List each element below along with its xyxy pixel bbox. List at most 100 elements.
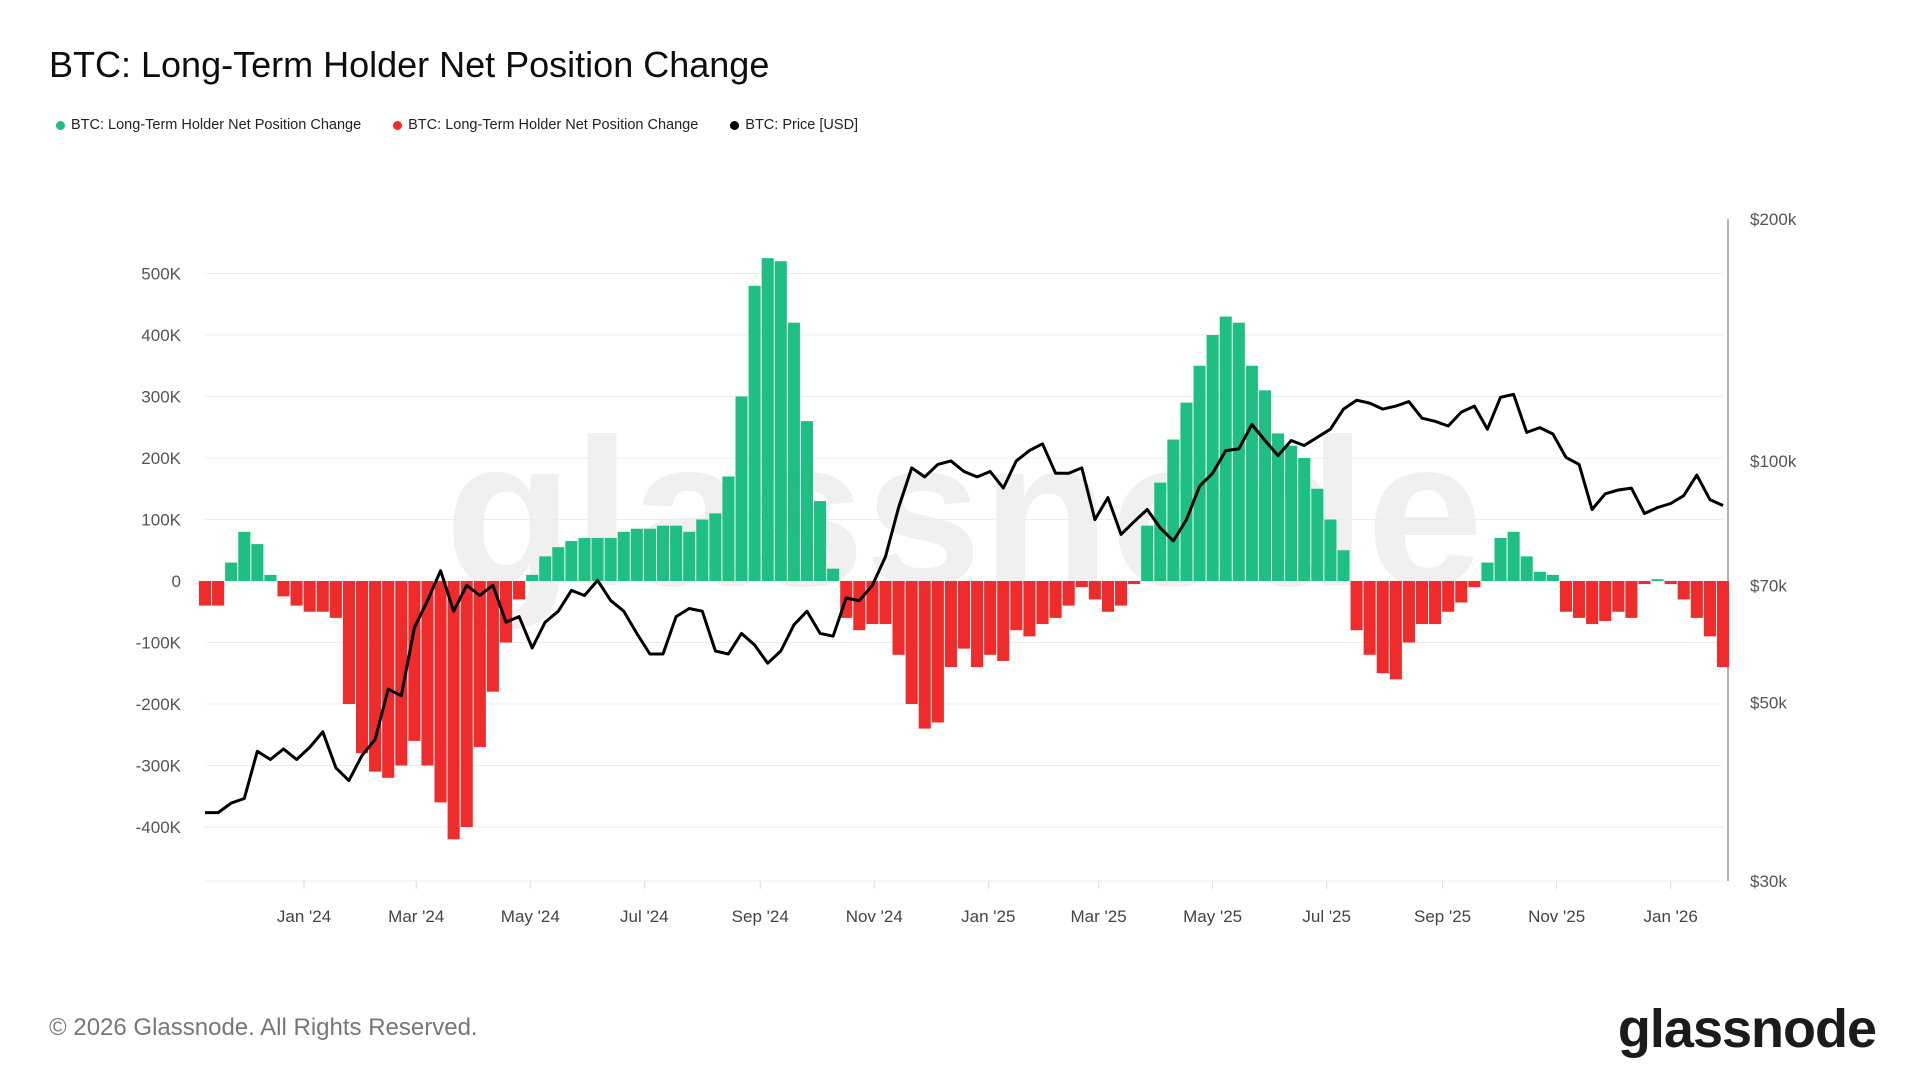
legend-item-price[interactable]: BTC: Price [USD] bbox=[730, 117, 858, 133]
bar-positive bbox=[1481, 562, 1494, 581]
bar-negative bbox=[1062, 581, 1075, 606]
x-tick-label: Sep '25 bbox=[1414, 907, 1471, 926]
bar-positive bbox=[683, 531, 696, 581]
bar-negative bbox=[1023, 581, 1036, 637]
bar-negative bbox=[866, 581, 879, 625]
chart-title: BTC: Long-Term Holder Net Position Chang… bbox=[49, 44, 770, 85]
left-tick-label: 500K bbox=[141, 265, 181, 284]
bar-negative bbox=[1612, 581, 1625, 612]
bar-positive bbox=[1167, 439, 1180, 581]
x-tick-label: Jan '26 bbox=[1644, 907, 1698, 926]
right-tick-label: $30k bbox=[1750, 872, 1787, 891]
bar-negative bbox=[434, 581, 447, 803]
bar-negative bbox=[1075, 581, 1088, 588]
x-tick-label: Jan '24 bbox=[277, 907, 331, 926]
bar-positive bbox=[761, 258, 774, 581]
bar-positive bbox=[774, 261, 787, 581]
bar-negative bbox=[342, 581, 355, 704]
bar-positive bbox=[565, 541, 578, 581]
left-tick-label: 0 bbox=[172, 572, 181, 591]
bar-positive bbox=[1298, 458, 1311, 581]
bar-negative bbox=[918, 581, 931, 729]
bar-negative bbox=[1049, 581, 1062, 618]
bar-negative bbox=[316, 581, 329, 612]
bar-negative bbox=[421, 581, 434, 766]
bar-negative bbox=[1703, 581, 1716, 637]
bar-positive bbox=[1258, 390, 1272, 581]
left-tick-label: -400K bbox=[136, 818, 182, 837]
right-tick-label: $100k bbox=[1750, 452, 1797, 471]
copyright-footer: © 2026 Glassnode. All Rights Reserved. bbox=[49, 1014, 478, 1041]
bar-positive bbox=[1533, 571, 1546, 581]
bar-negative bbox=[1442, 581, 1455, 612]
bar-negative bbox=[1402, 581, 1415, 643]
bar-positive bbox=[630, 528, 643, 581]
bar-positive bbox=[748, 285, 761, 581]
bar-positive bbox=[1206, 335, 1219, 581]
bar-negative bbox=[1376, 581, 1389, 674]
legend-dot-red bbox=[393, 120, 403, 130]
glassnode-logo: glassnode bbox=[1617, 999, 1877, 1059]
bar-positive bbox=[696, 519, 709, 581]
bar-positive bbox=[1507, 531, 1520, 581]
bar-negative bbox=[1716, 581, 1730, 668]
bar-negative bbox=[879, 581, 892, 625]
legend-item-negative[interactable]: BTC: Long-Term Holder Net Position Chang… bbox=[393, 117, 698, 133]
legend-label: BTC: Price [USD] bbox=[745, 117, 859, 133]
bar-negative bbox=[329, 581, 342, 618]
left-tick-label: 200K bbox=[141, 449, 181, 468]
bar-negative bbox=[408, 581, 421, 741]
bar-negative bbox=[892, 581, 905, 655]
bar-positive bbox=[643, 528, 656, 581]
bar-positive bbox=[552, 547, 565, 581]
bar-negative bbox=[499, 581, 513, 643]
left-tick-label: 400K bbox=[141, 326, 181, 345]
legend-item-positive[interactable]: BTC: Long-Term Holder Net Position Chang… bbox=[56, 117, 361, 133]
bar-positive bbox=[1311, 488, 1324, 581]
bar-positive bbox=[735, 396, 748, 581]
bar-positive bbox=[1520, 556, 1533, 581]
bar-negative bbox=[1625, 581, 1638, 618]
bar-negative bbox=[212, 581, 225, 606]
bar-positive bbox=[1141, 525, 1154, 581]
legend-dot-green bbox=[56, 120, 65, 130]
bar-negative bbox=[1586, 581, 1599, 625]
bar-positive bbox=[591, 537, 604, 581]
bar-negative bbox=[1036, 581, 1049, 625]
bar-negative bbox=[1638, 581, 1651, 585]
bar-positive bbox=[1546, 574, 1559, 581]
bar-positive bbox=[264, 574, 277, 581]
bar-negative bbox=[303, 581, 316, 612]
bar-positive bbox=[800, 421, 814, 581]
x-tick-label: Jul '24 bbox=[620, 907, 669, 926]
bar-negative bbox=[1363, 581, 1376, 655]
bar-negative bbox=[1559, 581, 1573, 612]
bar-negative bbox=[1429, 581, 1442, 625]
bar-negative bbox=[1389, 581, 1402, 680]
bar-positive bbox=[827, 568, 840, 581]
bar-positive bbox=[238, 531, 251, 581]
bar-negative bbox=[984, 581, 997, 655]
bar-positive bbox=[1154, 482, 1167, 581]
bar-positive bbox=[225, 562, 238, 581]
bar-negative bbox=[513, 581, 526, 600]
bar-positive bbox=[251, 544, 264, 581]
x-tick-label: Nov '24 bbox=[846, 907, 903, 926]
x-tick-label: Sep '24 bbox=[732, 907, 789, 926]
bar-positive bbox=[1272, 433, 1285, 581]
bar-negative bbox=[1415, 581, 1429, 625]
left-tick-label: -100K bbox=[136, 634, 182, 653]
bar-negative bbox=[1455, 581, 1468, 603]
x-tick-label: May '25 bbox=[1183, 907, 1242, 926]
legend-dot-black bbox=[730, 120, 740, 130]
bar-negative bbox=[1573, 581, 1586, 618]
right-tick-label: $200k bbox=[1750, 210, 1797, 229]
bar-negative bbox=[931, 581, 944, 723]
bar-negative bbox=[944, 581, 957, 668]
bar-negative bbox=[447, 581, 460, 840]
bar-positive bbox=[1232, 322, 1245, 581]
bar-positive bbox=[1337, 550, 1350, 581]
bar-positive bbox=[1219, 316, 1232, 581]
bar-positive bbox=[578, 537, 591, 581]
